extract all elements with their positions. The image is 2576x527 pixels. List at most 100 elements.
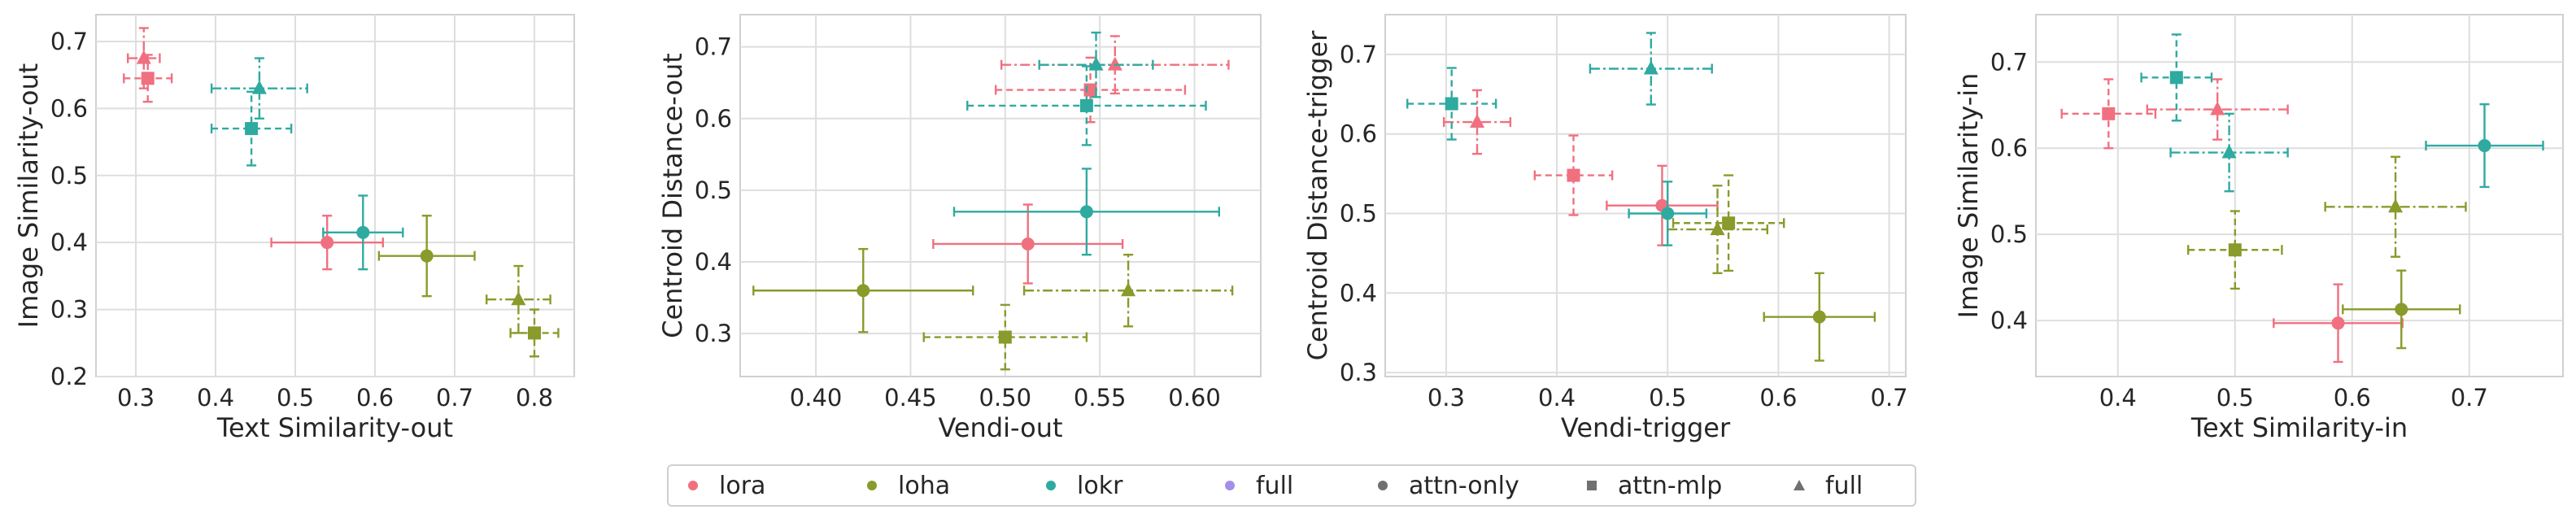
- data-point-loha-triangle: [486, 264, 551, 334]
- x-tick-label: 0.7: [436, 384, 473, 412]
- marker-triangle: [2221, 144, 2237, 159]
- plot-area: [95, 14, 575, 377]
- data-point-lokr-square: [2140, 33, 2213, 122]
- data-point-lora-circle: [2273, 283, 2404, 364]
- marker-triangle: [1710, 221, 1725, 236]
- data-point-loha-square: [509, 308, 560, 358]
- chart-panel-4: 0.4 0.5 0.6 0.7 0.4 0.5 0.6 0.7 Text Similarity-…: [1953, 14, 2564, 443]
- y-tick-label: 0.7: [695, 33, 732, 61]
- marker-square: [2228, 243, 2242, 257]
- marker-square: [2102, 107, 2116, 120]
- data-point-lora-square: [2060, 78, 2157, 150]
- marker-triangle: [511, 291, 526, 306]
- data-point-lokr-triangle: [1589, 32, 1713, 106]
- data-point-loha-triangle: [2324, 155, 2467, 258]
- marker-square: [998, 330, 1012, 344]
- x-tick-label: 0.5: [277, 384, 314, 412]
- marker-circle: [1812, 310, 1826, 324]
- y-axis-label: Centroid Distance-trigger: [1302, 30, 1333, 361]
- y-tick-label: 0.7: [50, 28, 88, 55]
- marker-circle: [320, 236, 334, 250]
- legend-marker-lora: [688, 481, 698, 490]
- data-point-loha-square: [1672, 174, 1785, 272]
- legend-item-loha: loha: [864, 466, 950, 505]
- legend-label-attn-mlp: attn-mlp: [1618, 471, 1723, 500]
- legend-label-full-marker: full: [1825, 471, 1863, 500]
- data-point-lokr-circle: [952, 168, 1221, 256]
- y-axis-label: Image Similarity-out: [13, 63, 44, 329]
- y-tick-label: 0.5: [1340, 200, 1377, 228]
- data-point-lokr-circle: [1628, 181, 1708, 246]
- marker-triangle: [2388, 198, 2404, 213]
- chart-panel-2: 0.40 0.45 0.50 0.55 0.60 0.3 0.4 0.5 0.6 0.7 Vendi…: [657, 14, 1262, 443]
- marker-circle: [420, 249, 434, 263]
- x-tick-label: 0.6: [356, 384, 394, 412]
- legend-item-lora: lora: [685, 466, 765, 505]
- data-point-lora-circle: [1606, 164, 1719, 246]
- marker-triangle: [1107, 56, 1122, 71]
- x-tick-label: 0.4: [1538, 384, 1576, 412]
- x-tick-label: 0.5: [2216, 384, 2254, 412]
- y-tick-label: 0.4: [50, 229, 88, 256]
- y-tick-label: 0.3: [50, 296, 88, 324]
- x-tick-label: 0.4: [197, 384, 234, 412]
- x-tick-label: 0.50: [979, 384, 1032, 412]
- x-axis-label: Vendi-out: [938, 412, 1062, 443]
- marker-circle: [2331, 316, 2345, 330]
- x-axis-label: Vendi-trigger: [1561, 412, 1731, 443]
- legend-label-loha: loha: [898, 471, 951, 500]
- legend-item-attn-only: attn-only: [1375, 466, 1519, 505]
- data-point-lora-square: [1533, 134, 1614, 216]
- legend-item-lokr: lokr: [1043, 466, 1122, 505]
- legend-marker-full-triangle: [1794, 480, 1805, 490]
- data-point-lokr-triangle: [2169, 112, 2289, 193]
- legend-marker-attn-mlp: [1587, 481, 1597, 490]
- chart-panel-1: 0.3 0.4 0.5 0.6 0.7 0.80.20.30.40.50.60.7Text…: [13, 14, 575, 443]
- marker-circle: [2395, 303, 2408, 316]
- legend-item-full-color: full: [1222, 466, 1293, 505]
- data-point-loha-circle: [1763, 272, 1876, 362]
- legend-marker-loha: [867, 481, 877, 490]
- marker-square: [2169, 71, 2183, 85]
- marker-square: [1079, 98, 1093, 112]
- marker-circle: [1079, 205, 1093, 219]
- y-tick-label: 0.3: [1340, 359, 1377, 386]
- y-axis-label: Image Similarity-in: [1953, 73, 1984, 319]
- data-point-loha-circle: [2342, 269, 2461, 350]
- marker-square: [1445, 97, 1458, 111]
- plot-area: [2035, 14, 2564, 377]
- data-point-lora-triangle: [2146, 78, 2289, 141]
- data-point-lokr-triangle: [1038, 31, 1154, 98]
- data-point-lokr-square: [966, 65, 1207, 146]
- marker-square: [1567, 168, 1580, 182]
- marker-circle: [856, 284, 870, 298]
- y-axis-label: Centroid Distance-out: [657, 53, 688, 338]
- marker-circle: [356, 225, 370, 239]
- data-point-lora-circle: [932, 203, 1124, 285]
- data-point-lokr-square: [1406, 67, 1497, 141]
- x-tick-label: 0.40: [790, 384, 843, 412]
- x-tick-label: 0.45: [884, 384, 937, 412]
- marker-triangle: [136, 50, 151, 64]
- x-tick-label: 0.3: [117, 384, 155, 412]
- x-tick-label: 0.3: [1427, 384, 1465, 412]
- data-point-loha-circle: [377, 215, 476, 298]
- legend-marker-attn-only: [1378, 481, 1388, 490]
- legend-item-full-marker: full: [1791, 466, 1863, 505]
- legend-marker-full-color: [1225, 481, 1235, 490]
- y-tick-label: 0.6: [1340, 120, 1377, 148]
- x-tick-label: 0.6: [1759, 384, 1797, 412]
- y-tick-label: 0.4: [1990, 307, 2028, 334]
- x-axis-label: Text Similarity-out: [216, 412, 453, 443]
- y-tick-label: 0.7: [1990, 48, 2028, 76]
- marker-triangle: [1121, 282, 1136, 297]
- marker-triangle: [1088, 56, 1104, 71]
- y-tick-label: 0.6: [50, 94, 88, 122]
- data-point-lora-circle: [270, 215, 384, 271]
- x-tick-label: 0.5: [1649, 384, 1686, 412]
- marker-circle: [1661, 207, 1675, 220]
- y-tick-label: 0.6: [1990, 134, 2028, 162]
- legend: lora loha lokr full attn-only attn-mlp f…: [667, 464, 1916, 507]
- data-point-lora-triangle: [1442, 89, 1512, 155]
